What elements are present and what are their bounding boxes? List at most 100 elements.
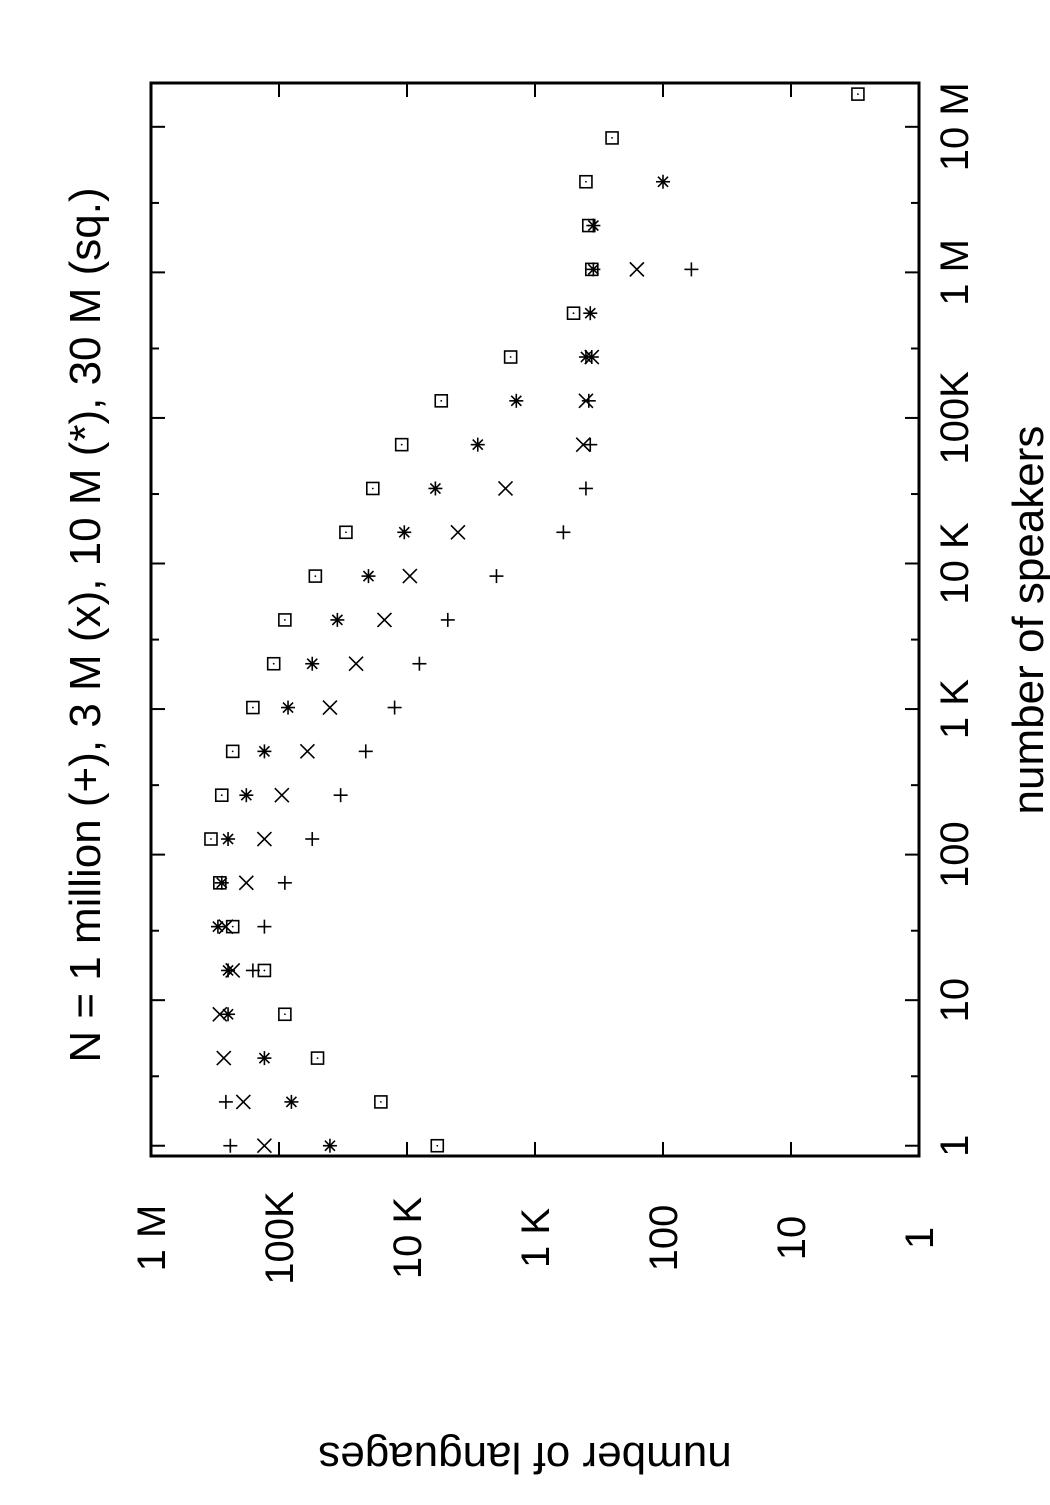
data-point-layer xyxy=(204,87,865,1154)
data-point-asterisk xyxy=(428,481,443,496)
data-point-plus xyxy=(578,481,593,496)
data-point-square xyxy=(581,218,596,233)
data-point-square xyxy=(566,306,581,320)
y-tick-label: 1 K xyxy=(514,1208,558,1268)
data-point-square xyxy=(225,919,240,934)
plot-frame xyxy=(149,81,921,1158)
data-point-square xyxy=(278,1007,292,1022)
data-point-square xyxy=(225,744,240,759)
data-point-square xyxy=(366,481,380,496)
y-tick-label: 1 M xyxy=(130,1205,174,1272)
data-point-square xyxy=(246,700,260,715)
data-point-cross xyxy=(256,831,272,847)
data-point-plus xyxy=(218,1094,233,1109)
data-point-cross xyxy=(216,1050,232,1066)
data-point-plus xyxy=(583,437,598,452)
data-point-square xyxy=(266,656,281,671)
data-point-square xyxy=(434,394,449,408)
data-point-square xyxy=(308,569,323,583)
data-point-cross xyxy=(578,393,594,409)
data-point-cross xyxy=(256,1138,272,1154)
data-point-plus xyxy=(333,788,348,803)
data-point-cross xyxy=(235,1094,251,1110)
data-point-asterisk xyxy=(221,832,236,847)
data-point-cross xyxy=(299,743,315,759)
y-tick-label: 1 xyxy=(898,1227,942,1249)
x-axis-title: number of speakers xyxy=(1004,426,1050,815)
data-point-plus xyxy=(412,656,427,671)
data-point-plus xyxy=(440,612,455,627)
data-point-square xyxy=(503,350,518,364)
data-point-asterisk xyxy=(322,1138,337,1153)
x-tick-label: 10 K xyxy=(933,522,977,605)
data-point-plus xyxy=(223,1138,238,1153)
data-point-square xyxy=(339,525,353,540)
tick-label-layer: 1 10 100 1 K 10 K 100K 1 M 10 M 1 10 100 1 K 10 K 100… xyxy=(130,82,977,1284)
data-point-asterisk xyxy=(257,1051,272,1066)
data-point-plus xyxy=(277,875,292,890)
data-point-square xyxy=(214,788,229,802)
data-point-plus xyxy=(245,963,260,978)
y-tick-label: 100 xyxy=(642,1205,686,1272)
data-point-asterisk xyxy=(583,306,598,321)
data-point-cross xyxy=(238,875,254,891)
data-point-plus xyxy=(489,569,504,584)
x-tick-label: 10 M xyxy=(933,82,977,171)
x-tick-label: 10 xyxy=(933,978,977,1023)
data-point-asterisk xyxy=(305,656,320,671)
data-point-square xyxy=(204,832,218,846)
data-point-asterisk xyxy=(221,963,236,978)
data-point-square xyxy=(394,437,409,452)
data-point-asterisk xyxy=(257,744,272,759)
data-point-cross xyxy=(274,787,290,803)
data-point-square xyxy=(213,876,227,890)
y-tick-label: 10 K xyxy=(386,1197,430,1280)
data-point-asterisk xyxy=(509,393,524,408)
x-tick-label: 1 M xyxy=(933,239,977,306)
data-point-square xyxy=(605,131,619,145)
y-tick-label: 10 xyxy=(770,1216,814,1261)
data-point-square xyxy=(278,613,292,627)
data-point-asterisk xyxy=(361,569,376,584)
data-point-cross xyxy=(218,919,234,935)
data-point-asterisk xyxy=(330,612,345,627)
data-point-asterisk xyxy=(284,1094,299,1109)
data-point-asterisk xyxy=(578,350,593,365)
data-point-square xyxy=(310,1051,325,1065)
x-tick-label: 100K xyxy=(933,371,977,465)
data-point-square xyxy=(430,1138,445,1153)
data-point-square xyxy=(579,174,593,189)
x-tick-label: 1 xyxy=(933,1135,977,1157)
data-point-plus xyxy=(305,832,320,847)
data-point-cross xyxy=(629,261,645,277)
data-point-cross xyxy=(575,437,591,453)
x-tick-label: 100 xyxy=(933,821,977,888)
data-point-cross xyxy=(348,656,364,672)
tick-layer xyxy=(150,83,920,1156)
data-point-cross xyxy=(322,699,338,716)
data-point-asterisk xyxy=(210,919,225,934)
data-point-asterisk xyxy=(470,437,485,452)
data-point-asterisk xyxy=(239,788,254,803)
data-point-asterisk xyxy=(281,700,296,715)
data-point-asterisk xyxy=(586,218,601,233)
data-point-square xyxy=(584,262,599,277)
data-point-plus xyxy=(387,700,402,715)
data-point-square xyxy=(374,1095,388,1109)
data-point-cross xyxy=(376,612,393,628)
data-point-plus xyxy=(556,525,571,540)
data-point-square xyxy=(851,87,865,101)
data-point-square xyxy=(257,963,272,978)
data-point-plus xyxy=(684,262,699,277)
data-point-asterisk xyxy=(656,174,670,189)
x-tick-label: 1 K xyxy=(933,679,977,739)
y-axis-title: number of languages xyxy=(318,1433,731,1482)
data-point-cross xyxy=(450,524,466,540)
data-point-plus xyxy=(581,393,596,408)
data-point-asterisk xyxy=(221,1007,236,1022)
data-point-plus xyxy=(257,919,272,934)
data-point-asterisk xyxy=(397,525,412,540)
data-point-asterisk xyxy=(214,875,229,890)
